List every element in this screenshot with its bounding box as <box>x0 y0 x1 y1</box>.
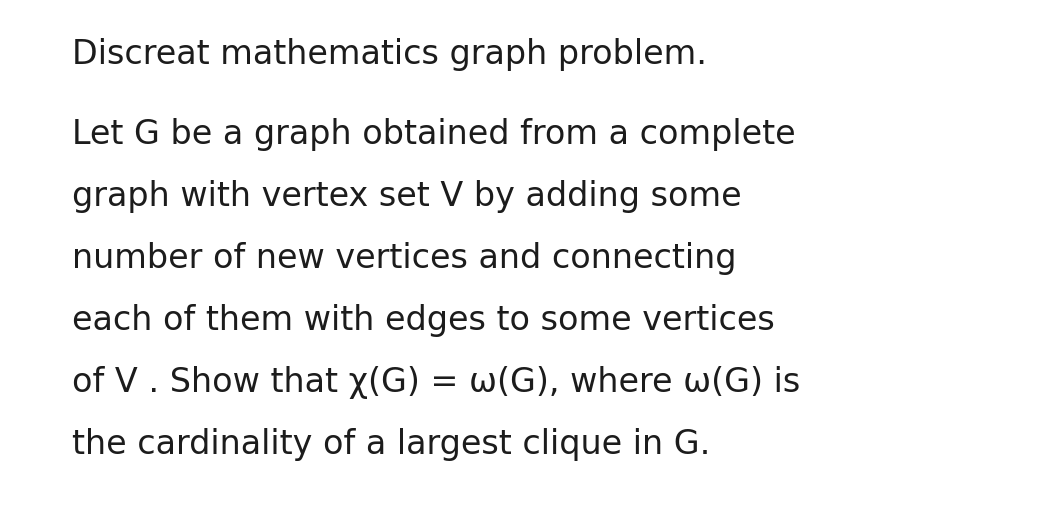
Text: Discreat mathematics graph problem.: Discreat mathematics graph problem. <box>72 38 708 71</box>
Text: number of new vertices and connecting: number of new vertices and connecting <box>72 241 737 274</box>
Text: graph with vertex set V by adding some: graph with vertex set V by adding some <box>72 180 742 213</box>
Text: of V . Show that χ(G) = ω(G), where ω(G) is: of V . Show that χ(G) = ω(G), where ω(G)… <box>72 365 800 398</box>
Text: the cardinality of a largest clique in G.: the cardinality of a largest clique in G… <box>72 427 711 460</box>
Text: Let G be a graph obtained from a complete: Let G be a graph obtained from a complet… <box>72 118 796 150</box>
Text: each of them with edges to some vertices: each of them with edges to some vertices <box>72 304 775 336</box>
